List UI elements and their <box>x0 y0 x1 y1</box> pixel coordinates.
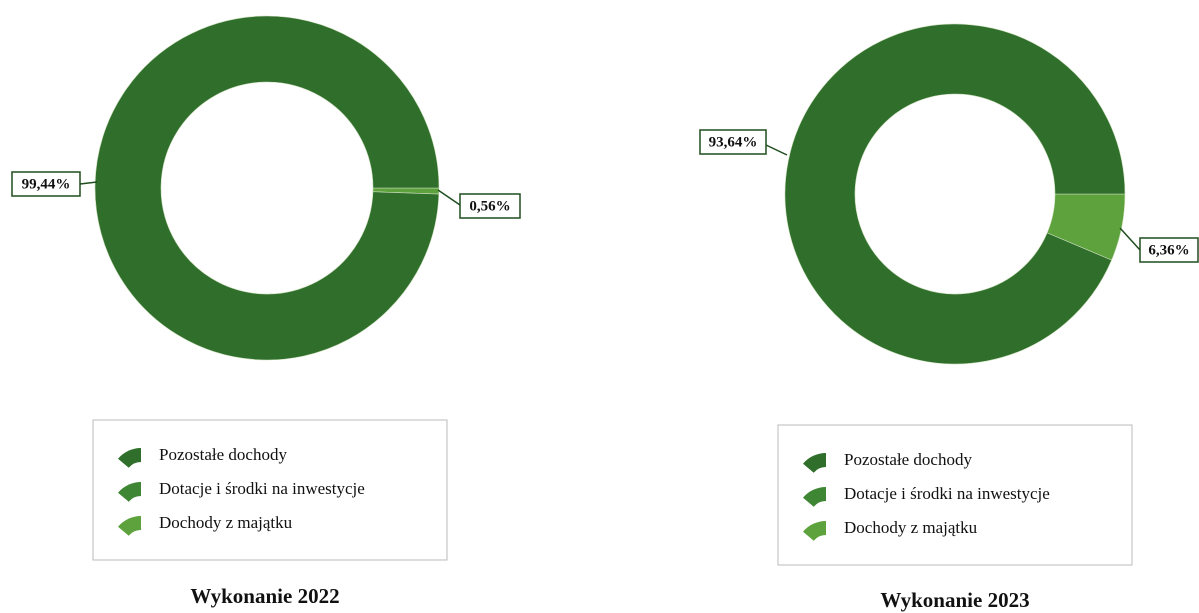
legend-icon <box>118 482 141 502</box>
label-box <box>699 129 767 155</box>
legend-label: Dochody z majątku <box>844 518 978 537</box>
legend-icon <box>803 487 826 507</box>
label-box <box>459 193 521 219</box>
legend-icon <box>118 516 141 536</box>
legend-icon <box>118 448 141 468</box>
legend-label: Pozostałe dochody <box>844 450 972 469</box>
legend-box <box>777 424 1133 566</box>
legend-label: Pozostałe dochody <box>159 445 287 464</box>
leader-line <box>79 181 98 185</box>
leader-line <box>437 189 461 206</box>
leader-line <box>1119 227 1141 251</box>
chart-title: Wykonanie 2022 <box>190 584 339 608</box>
legend-label: Dotacje i środki na inwestycje <box>159 479 365 498</box>
legend-label: Dotacje i środki na inwestycje <box>844 484 1050 503</box>
data-label: 99,44% <box>22 176 71 192</box>
data-label: 0,56% <box>469 198 510 214</box>
data-label: 6,36% <box>1148 242 1189 258</box>
legend-icon <box>803 453 826 473</box>
legend-label: Dochody z majątku <box>159 513 293 532</box>
data-label: 93,64% <box>709 134 758 150</box>
legend-icon <box>803 521 826 541</box>
leader-line <box>765 144 788 156</box>
chart-title: Wykonanie 2023 <box>880 588 1029 612</box>
legend-box <box>92 419 448 561</box>
donut-slice <box>94 15 440 361</box>
label-box <box>11 171 81 197</box>
donut-slice <box>784 23 1126 365</box>
label-box <box>1139 237 1199 263</box>
